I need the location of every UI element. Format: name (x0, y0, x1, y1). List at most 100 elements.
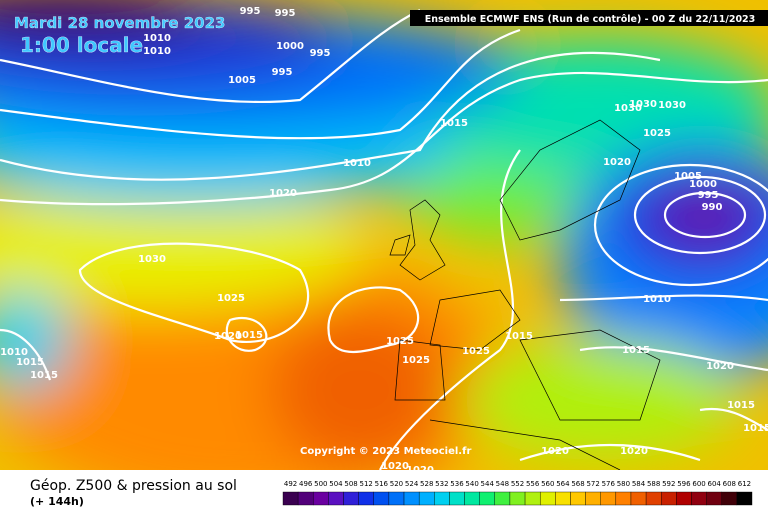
time: 1:00 locale (20, 33, 143, 57)
isobar-label: 995 (272, 67, 293, 78)
scale-label: 572 (586, 480, 599, 488)
isobar-label: 1010 (643, 294, 671, 305)
run-info: Ensemble ECMWF ENS (Run de contrôle) - 0… (425, 14, 756, 25)
scale-label: 612 (738, 480, 751, 488)
isobar-label: 1030 (658, 100, 686, 111)
isobar-label: 1020 (706, 361, 734, 372)
scale-label: 604 (707, 480, 721, 488)
scale-label: 524 (405, 480, 419, 488)
isobar-label: 1015 (727, 400, 755, 411)
scale-swatch (297, 491, 314, 506)
scale-swatch (630, 491, 647, 506)
scale-swatch (600, 491, 617, 506)
scale-label: 564 (556, 480, 570, 488)
scale-swatch (585, 491, 601, 506)
scale-swatch (706, 491, 722, 506)
isobar-label: 1030 (138, 254, 166, 265)
scale-label: 492 (284, 480, 297, 488)
scale-swatch (464, 491, 480, 506)
scale-swatch (570, 491, 586, 506)
scale-swatch (509, 491, 526, 506)
copyright: Copyright © 2023 Meteociel.fr (300, 446, 471, 457)
scale-label: 576 (602, 480, 616, 488)
isobar-label: 1025 (462, 346, 490, 357)
isobar-label: 1010 (143, 46, 171, 57)
isobar-label: 1030 (614, 103, 642, 114)
scale-label: 552 (511, 480, 524, 488)
isobar-label: 1010 (343, 158, 371, 169)
scale-swatch (313, 491, 329, 506)
scale-swatch (645, 491, 662, 506)
scale-swatch (524, 491, 541, 506)
scale-label: 548 (496, 480, 509, 488)
isobar-label: 1015 (505, 331, 533, 342)
isobar-label: 1025 (386, 336, 414, 347)
isobar-label: 1025 (217, 293, 245, 304)
isobar-label: 1015 (235, 330, 263, 341)
isobar-label: 1020 (541, 446, 569, 457)
scale-label: 504 (329, 480, 343, 488)
scale-label: 608 (723, 480, 736, 488)
scale-swatch (418, 491, 435, 506)
isobar-label: 1030 (629, 99, 657, 110)
scale-label: 584 (632, 480, 646, 488)
isobar-label: 1015 (440, 118, 468, 129)
isobar-label: 1005 (228, 75, 256, 86)
isobar-label: 1015 (622, 345, 650, 356)
scale-swatch (282, 491, 299, 506)
isobar-label: 1025 (402, 355, 430, 366)
isobar-label: 1020 (381, 461, 409, 472)
scale-swatch (494, 491, 511, 506)
scale-swatch (449, 491, 465, 506)
scale-swatch (388, 491, 405, 506)
scale-swatch (661, 491, 677, 506)
scale-label: 508 (344, 480, 357, 488)
scale-swatch (676, 491, 692, 506)
scale-label: 556 (526, 480, 540, 488)
isobar-label: 1020 (269, 188, 297, 199)
scale-swatch (721, 491, 738, 506)
isobar-label: 995 (240, 6, 261, 17)
isobar-label: 995 (310, 48, 331, 59)
scale-label: 568 (571, 480, 584, 488)
isobar-label: 1020 (406, 465, 434, 476)
isobar-label: 1020 (214, 331, 242, 342)
isobar-label: 1010 (0, 347, 28, 358)
scale-swatch (434, 491, 450, 506)
isobar-label: 1005 (674, 171, 702, 182)
scale-swatch (615, 491, 632, 506)
scale-swatch (373, 491, 390, 506)
date: Mardi 28 novembre 2023 (14, 14, 226, 32)
isobar-label: 1000 (689, 179, 717, 190)
scale-swatch (403, 491, 420, 506)
isobar-label: 1025 (643, 128, 671, 139)
isobar-label: 990 (702, 202, 723, 213)
scale-label: 520 (390, 480, 403, 488)
scale-label: 560 (541, 480, 554, 488)
scale-label: 596 (677, 480, 691, 488)
isobar-label: 995 (698, 190, 719, 201)
scale-label: 516 (375, 480, 389, 488)
scale-label: 496 (299, 480, 313, 488)
scale-label: 536 (450, 480, 464, 488)
scale-label: 512 (360, 480, 373, 488)
isobar-label: 1015 (16, 357, 44, 368)
lead-time: (+ 144h) (30, 495, 84, 508)
legend-title: Géop. Z500 & pression au sol (30, 478, 237, 494)
scale-label: 600 (692, 480, 705, 488)
scale-label: 580 (617, 480, 630, 488)
scale-swatch (539, 491, 556, 506)
scale-label: 592 (662, 480, 675, 488)
scale-swatch (736, 491, 753, 506)
isobar-label: 1000 (276, 41, 304, 52)
scale-swatch (328, 491, 344, 506)
isobar-label: 995 (275, 8, 296, 19)
scale-label: 588 (647, 480, 660, 488)
scale-swatch (555, 491, 571, 506)
scale-swatch (358, 491, 374, 506)
isobar-label: 1010 (143, 33, 171, 44)
scale-swatch (479, 491, 496, 506)
scale-swatch (691, 491, 707, 506)
